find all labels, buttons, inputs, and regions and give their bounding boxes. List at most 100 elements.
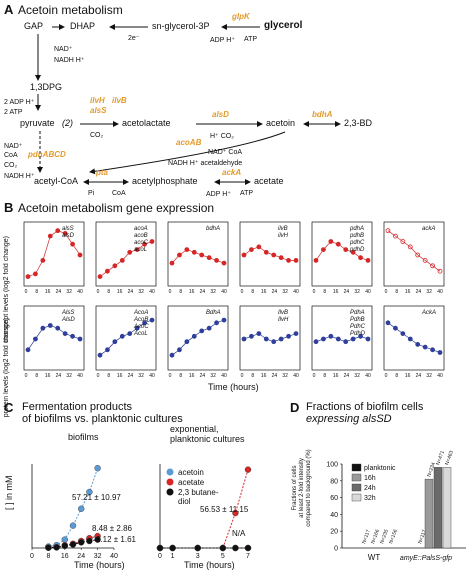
x-tick-label: 24: [77, 553, 85, 560]
legend-entry: AcoB: [133, 317, 148, 323]
small-multiple-frame: [239, 221, 301, 287]
x-tick-label: 8: [46, 553, 50, 560]
cof-hco2: H⁺ CO₂: [210, 133, 234, 140]
small-multiple-frame: [23, 305, 85, 371]
series-point: [194, 544, 201, 552]
n-label: N=234: [426, 462, 437, 478]
tick-label: 0: [313, 289, 316, 295]
tick-label: 16: [45, 373, 51, 379]
tick-label: 32: [66, 373, 72, 379]
enzyme-ilvh: ilvH: [90, 96, 105, 105]
legend-entry: ilvH: [278, 233, 289, 239]
cof-nadhald: NADH H⁺ acetaldehyde: [168, 160, 243, 167]
fermentation-line-charts: 0 8 16 24 32 40 57.21 ± 10.97 8.48 ± 2.86 6.12 ±…: [30, 464, 252, 560]
series-point: [61, 536, 69, 543]
n-label: N=117: [361, 529, 372, 545]
enzyme-glpk: glpK: [232, 12, 250, 21]
tick-label: 8: [323, 373, 326, 379]
legend-label: 16h: [364, 475, 376, 482]
data-point: [313, 339, 319, 345]
tick-label: 40: [293, 373, 299, 379]
tick-label: 16: [405, 289, 411, 295]
enzyme-acoab: acoAB: [176, 138, 202, 147]
legend-entry: PdhB: [350, 317, 365, 323]
legend-entry: AcoA: [133, 310, 148, 316]
legend-entry: pdhC: [349, 240, 365, 246]
node-acetoin: acetoin: [266, 118, 296, 128]
legend-swatch: [351, 493, 362, 502]
tick-label: 32: [282, 289, 288, 295]
legend-entry: AcoL: [133, 331, 148, 337]
tick-label: 16: [189, 289, 195, 295]
series-point: [94, 536, 101, 543]
legend-entry: pdhA: [349, 226, 364, 232]
x-tick-label: 0: [30, 553, 34, 560]
enzyme-acka: ackA: [222, 168, 242, 177]
tick-label: 16: [333, 289, 339, 295]
legend-marker: [166, 488, 174, 496]
tick-label: 32: [138, 373, 144, 379]
tick-label: 40: [77, 289, 83, 295]
y-tick-label: 80: [330, 478, 338, 485]
tick-label: 32: [210, 373, 216, 379]
trend-line: [243, 246, 296, 261]
x-tick-label: 3: [196, 553, 200, 560]
tick-label: 40: [221, 289, 227, 295]
cof-nad2: NAD⁺: [4, 143, 23, 150]
x-tick-label: 16: [61, 553, 69, 560]
node-pyruvate-count: (2): [62, 118, 73, 128]
tick-label: 8: [107, 373, 110, 379]
x-tick-label: 0: [158, 553, 162, 560]
n-label: N=471: [435, 450, 446, 466]
legend-entry: pdhB: [349, 233, 364, 239]
trend-line: [387, 322, 441, 353]
tick-label: 32: [426, 289, 432, 295]
annotation: 8.48 ± 2.86: [92, 524, 133, 533]
legend-entry: alsD: [62, 233, 75, 239]
legend-marker: [166, 478, 174, 486]
tick-label: 0: [241, 289, 244, 295]
tick-label: 16: [405, 373, 411, 379]
trend-line: [387, 230, 441, 272]
node-acetylcoa: acetyl-CoA: [34, 176, 79, 186]
trend-line: [27, 325, 81, 350]
trend-line: [171, 249, 225, 264]
node-g3p: sn-glycerol-3P: [152, 21, 210, 31]
y-tick-label: 20: [330, 529, 338, 536]
tick-label: 0: [385, 289, 388, 295]
legend-entry: IlvB: [278, 310, 288, 316]
series-point: [94, 465, 101, 472]
series-line: [48, 468, 99, 548]
cof-2adp: 2 ADP H⁺: [4, 99, 35, 106]
tick-label: 0: [25, 373, 28, 379]
tick-label: 32: [282, 373, 288, 379]
legend-entry: IlvH: [278, 317, 289, 323]
tick-label: 0: [385, 373, 388, 379]
tick-label: 8: [395, 289, 398, 295]
series-point: [219, 544, 227, 552]
tick-label: 8: [35, 373, 38, 379]
annotation: N/A: [232, 529, 246, 538]
cof-nad: NAD⁺: [54, 46, 73, 53]
annotation: 57.21 ± 10.97: [72, 493, 121, 502]
series-point: [69, 522, 77, 529]
n-label: N=156: [388, 528, 399, 544]
trend-line: [315, 335, 369, 343]
small-multiple-frame: [167, 305, 229, 371]
tick-label: 8: [251, 373, 254, 379]
tick-label: 40: [221, 373, 227, 379]
small-multiple-frame: [239, 305, 301, 371]
legend-swatch: [351, 463, 362, 472]
x-tick-label: 40: [110, 553, 118, 560]
node-acetolactate: acetolactate: [122, 118, 171, 128]
tick-label: 24: [416, 289, 422, 295]
node-gap: GAP: [24, 21, 44, 31]
legend-label: diol: [178, 497, 191, 506]
node-pyruvate: pyruvate: [20, 118, 55, 128]
tick-label: 8: [251, 289, 254, 295]
cof-atp3: ATP: [240, 190, 254, 197]
tick-label: 8: [35, 289, 38, 295]
legend-label: planktonic: [364, 465, 396, 472]
tick-label: 40: [437, 373, 443, 379]
